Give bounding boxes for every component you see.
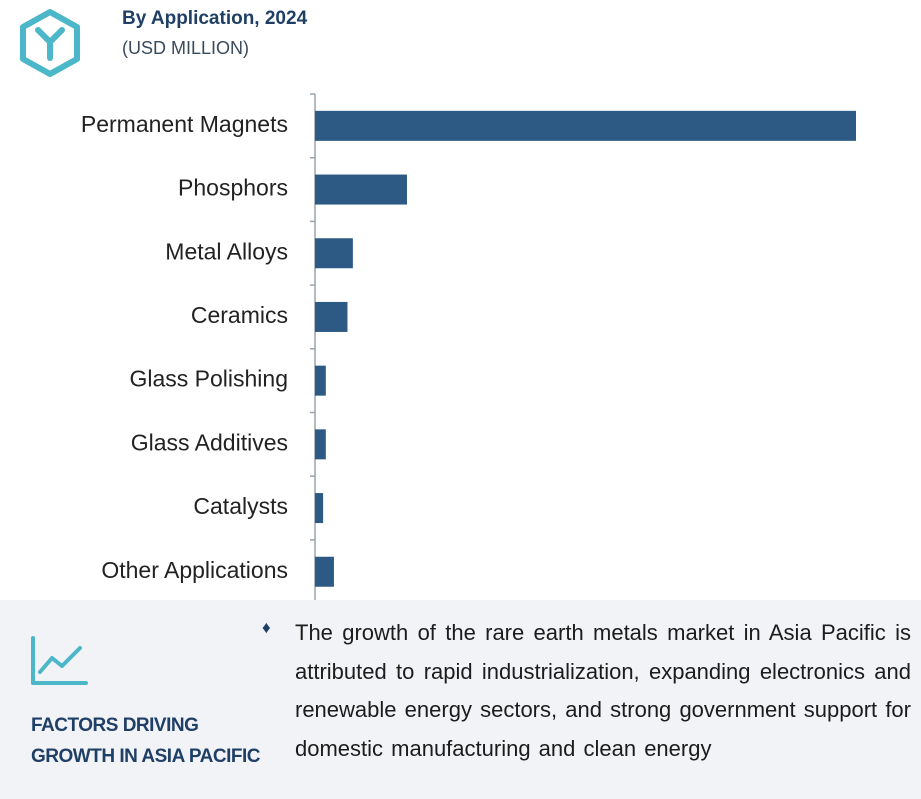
bullet-diamond: ♦ [262, 618, 271, 637]
bar [315, 238, 353, 269]
chart-title: By Application, 2024 [122, 8, 308, 29]
bar-chart: Permanent Magnets Phosphors Metal Alloys Ce… [81, 93, 856, 606]
category-label: Phosphors [178, 175, 288, 201]
category-label: Metal Alloys [165, 238, 288, 264]
bar [315, 365, 326, 396]
trend-line-chart-icon [31, 636, 88, 685]
factors-description: The growth of the rare earth metals mark… [295, 620, 911, 761]
category-label: Glass Polishing [129, 366, 288, 392]
category-label: Glass Additives [131, 429, 288, 455]
factors-heading: FACTORS DRIVING GROWTH IN ASIA PACIFIC [31, 715, 260, 767]
category-label: Ceramics [191, 302, 288, 328]
bar [315, 429, 326, 460]
category-label: Permanent Magnets [81, 111, 288, 137]
category-label: Other Applications [101, 557, 288, 583]
bar [315, 556, 334, 587]
category-label: Catalysts [193, 493, 288, 519]
hexagon-y-logo-icon [20, 9, 80, 77]
bar [315, 174, 407, 205]
bar [315, 110, 856, 141]
bar [315, 493, 324, 524]
factors-panel: FACTORS DRIVING GROWTH IN ASIA PACIFIC ♦… [0, 600, 921, 799]
chart-subtitle: (USD MILLION) [122, 38, 250, 58]
bar [315, 301, 348, 332]
